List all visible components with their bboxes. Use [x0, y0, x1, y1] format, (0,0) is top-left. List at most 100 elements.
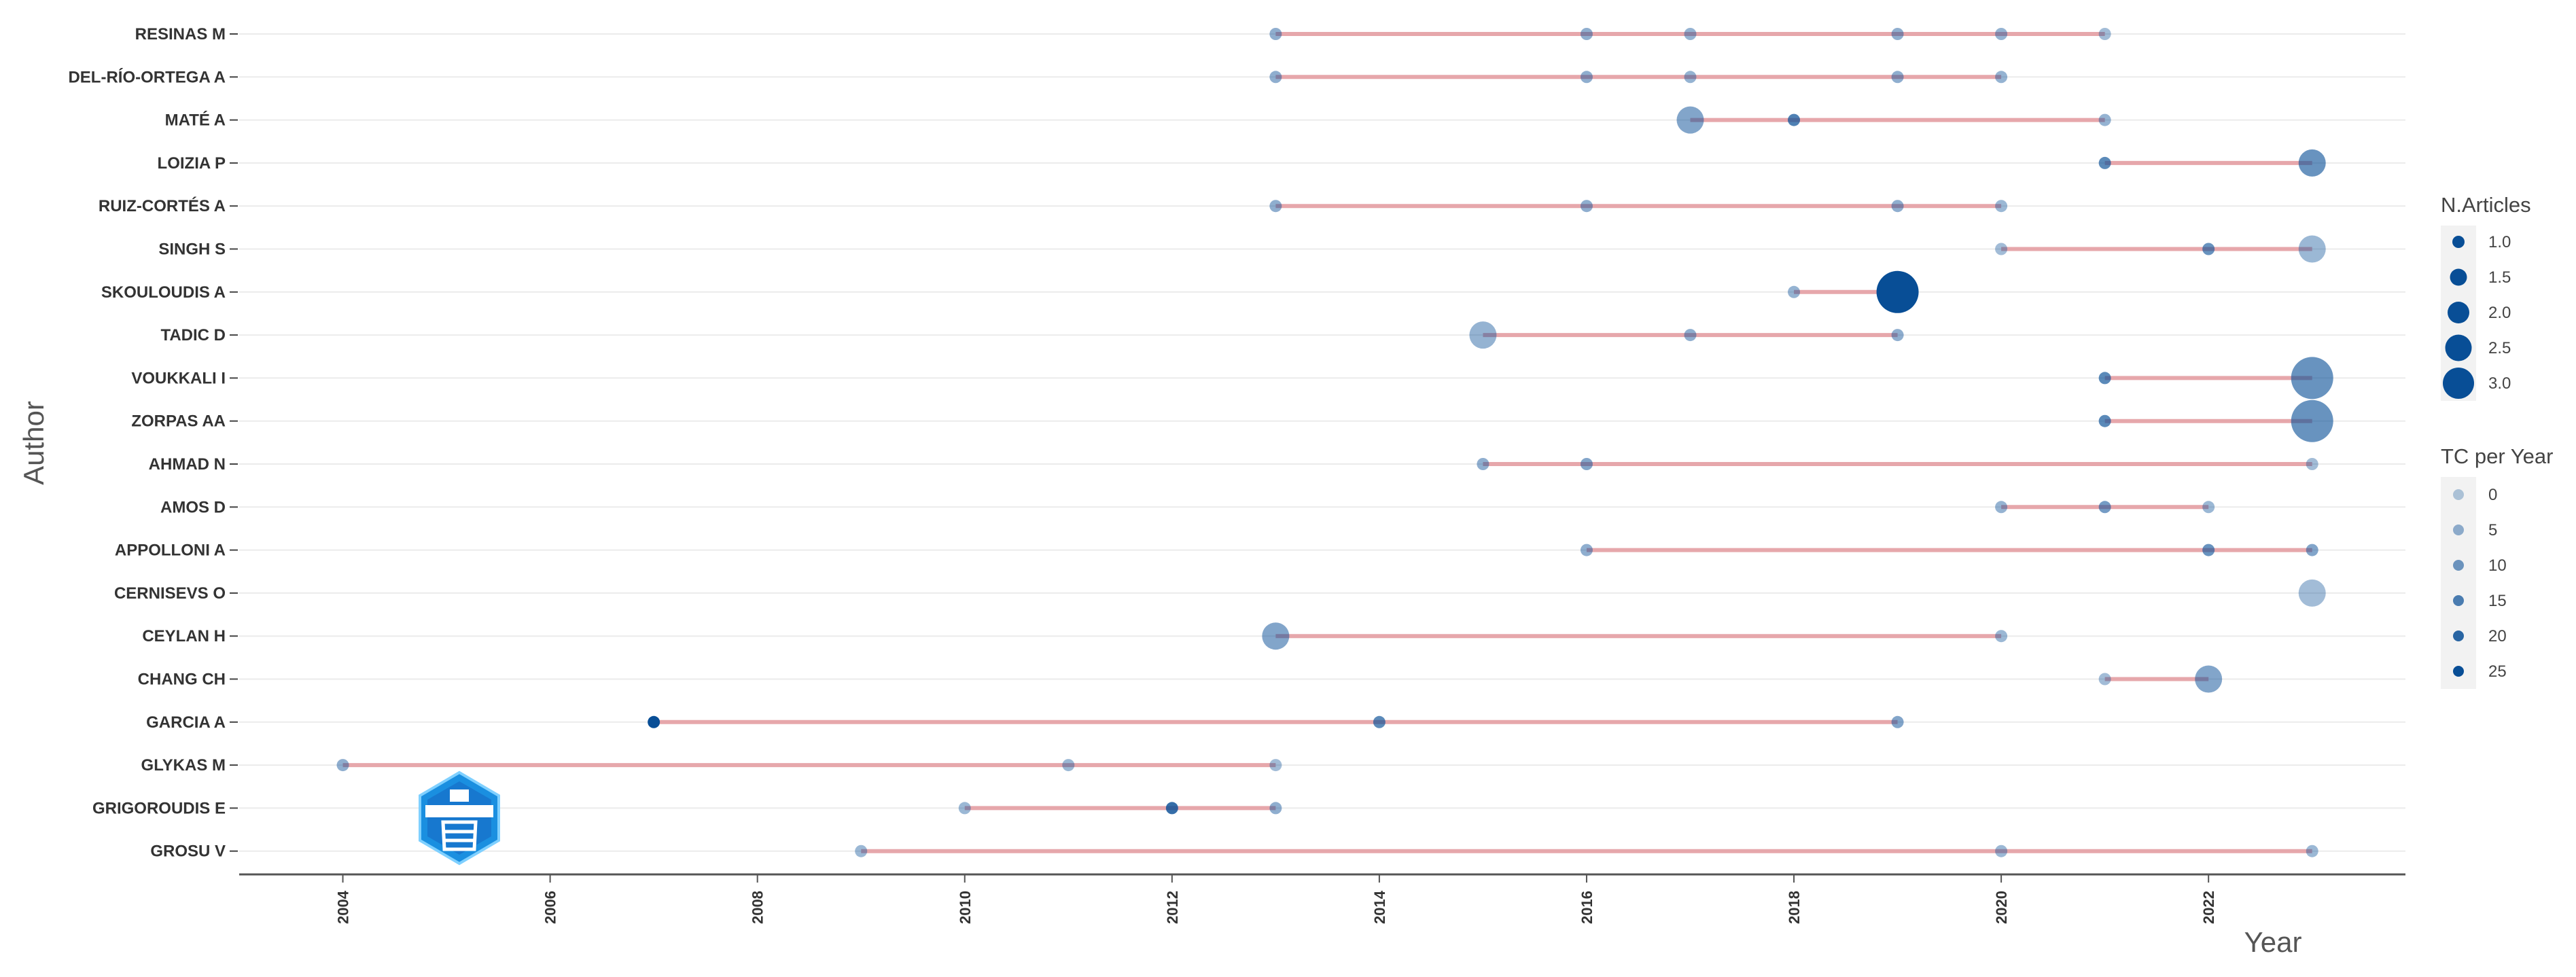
author-label: TADIC D [160, 326, 226, 344]
data-point [1580, 544, 1593, 556]
legend-size-label: 3.0 [2488, 374, 2511, 393]
y-axis-title: Author [18, 401, 50, 485]
data-point [1580, 28, 1593, 40]
x-tick-label: 2006 [542, 891, 559, 924]
data-point [2298, 235, 2326, 263]
bibliometrix-logo [419, 770, 500, 866]
legend-color-key [2453, 560, 2464, 571]
author-label: CEYLAN H [142, 627, 226, 645]
data-point [1580, 458, 1593, 470]
data-point [1995, 71, 2008, 84]
data-point [1269, 759, 1282, 772]
author-label: MATÉ A [165, 111, 226, 130]
data-point [1580, 200, 1593, 213]
data-point [1891, 200, 1904, 213]
data-point [2098, 28, 2111, 40]
author-label: AMOS D [160, 498, 226, 516]
data-point [2202, 544, 2215, 556]
data-point [2291, 357, 2333, 399]
x-tick-label: 2020 [1993, 891, 2010, 924]
legend-color-label: 15 [2488, 592, 2507, 610]
legend-size-label: 2.5 [2488, 339, 2511, 357]
legend-color-key [2453, 525, 2464, 535]
data-point [2202, 501, 2215, 514]
data-point [1676, 106, 1704, 134]
data-point [1995, 630, 2008, 643]
data-point [2291, 399, 2333, 442]
data-point [1062, 759, 1075, 772]
data-point [1580, 71, 1593, 84]
legend-size-label: 2.0 [2488, 304, 2511, 322]
legend-color-key-background [2441, 477, 2476, 689]
x-tick-label: 2004 [335, 890, 352, 924]
author-label: GROSU V [150, 842, 226, 861]
legend-size-key [2452, 236, 2465, 248]
legend-tc-per-year: TC per Year 0 5 10 15 20 25 [2441, 444, 2553, 689]
data-point [2195, 665, 2223, 693]
data-point [1995, 845, 2008, 857]
data-point [1891, 715, 1904, 728]
data-point [1995, 501, 2008, 514]
legend-size-key [2450, 268, 2467, 286]
data-point [2306, 845, 2318, 857]
data-point [2098, 501, 2111, 514]
legend-size-label: 1.0 [2488, 233, 2511, 251]
data-point [648, 715, 660, 728]
author-label: LOIZIA P [158, 154, 226, 173]
author-year-points [336, 28, 2333, 857]
data-point [1684, 28, 1697, 40]
author-label: GRIGOROUDIS E [92, 799, 226, 817]
author-labels: RESINAS M DEL-RÍO-ORTEGA A MATÉ A LOIZIA P R… [68, 25, 238, 861]
data-point [1684, 329, 1697, 342]
data-point [1269, 71, 1282, 84]
data-point [1891, 28, 1904, 40]
data-point [1684, 71, 1697, 84]
author-label: RESINAS M [135, 25, 226, 43]
author-label: CHANG CH [138, 671, 226, 689]
data-point [1269, 28, 1282, 40]
legend-color-key [2453, 666, 2464, 677]
grid-lines [239, 33, 2405, 852]
legend-color-label: 25 [2488, 662, 2507, 681]
data-point [855, 845, 868, 857]
data-point [2098, 113, 2111, 126]
data-point [1269, 802, 1282, 815]
data-point [1165, 802, 1178, 815]
data-point [958, 802, 971, 815]
x-tick-label: 2010 [957, 891, 974, 924]
legend-color-key [2453, 630, 2464, 641]
author-label: CERNISEVS O [114, 584, 226, 603]
author-label: ZORPAS AA [131, 412, 226, 431]
data-point [2306, 544, 2318, 556]
legend-n-articles: N.Articles 1.0 1.5 2.0 2.5 3.0 [2441, 193, 2531, 401]
x-tick-label: 2022 [2200, 891, 2217, 924]
data-point [2306, 458, 2318, 470]
data-point [2098, 156, 2111, 169]
author-label: RUIZ-CORTÉS A [99, 196, 226, 215]
data-point [1469, 321, 1497, 349]
data-point [2298, 149, 2326, 177]
legend-size-key [2443, 368, 2474, 399]
data-point [1995, 243, 2008, 255]
author-label: APPOLLONI A [115, 541, 226, 560]
author-label: AHMAD N [149, 455, 226, 474]
data-point [2098, 673, 2111, 686]
data-point [1373, 715, 1386, 728]
author-label: VOUKKALI I [131, 369, 226, 387]
data-point [1891, 71, 1904, 84]
x-tick-label: 2016 [1578, 891, 1595, 924]
data-point [1269, 200, 1282, 213]
legend-color-label: 20 [2488, 627, 2507, 645]
author-label: DEL-RÍO-ORTEGA A [68, 67, 226, 86]
data-point [1995, 200, 2008, 213]
x-tick-label: 2012 [1164, 891, 1181, 924]
data-point [2098, 414, 2111, 427]
data-point [336, 759, 349, 772]
x-axis-title: Year [2244, 926, 2302, 958]
data-point [1262, 622, 1290, 650]
legend-color-key [2453, 489, 2464, 500]
x-tick-label: 2014 [1371, 890, 1388, 924]
legend-color-label: 5 [2488, 521, 2497, 539]
legend-size-label: 1.5 [2488, 268, 2511, 287]
